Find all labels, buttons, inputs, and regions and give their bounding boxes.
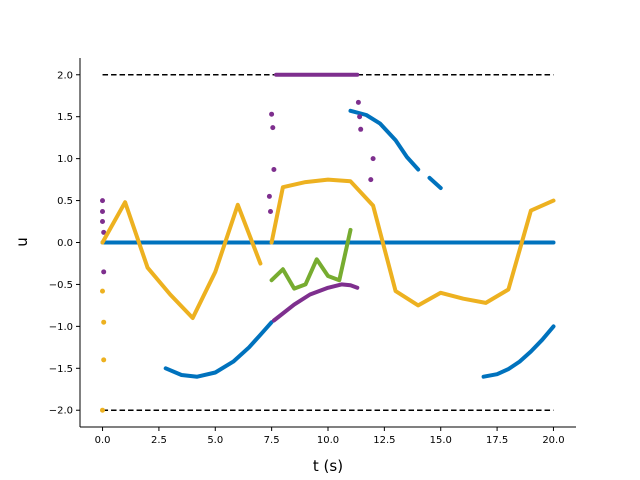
series-purple-point	[100, 209, 105, 214]
series-yellow-point	[101, 319, 107, 325]
series-blue-segment	[427, 175, 443, 190]
series-purple-point	[100, 198, 105, 204]
y-tick-label: 0.0	[57, 238, 73, 249]
series-yellow-point	[100, 288, 105, 294]
y-tick-label: −2.0	[49, 406, 73, 417]
y-ticks: −2.0 −1.5 −1.0 −0.5 0.0 0.5 1.0 1.5 2.0	[49, 70, 80, 417]
y-tick-label: 0.5	[57, 196, 73, 207]
series-purple-point	[101, 269, 107, 275]
series-purple-point	[368, 177, 374, 183]
series-blue-segment	[348, 108, 421, 172]
series-purple	[100, 72, 376, 323]
series-blue	[100, 108, 556, 379]
series-purple-point	[358, 126, 364, 132]
series-green	[269, 227, 353, 291]
series-blue-segment	[481, 324, 556, 379]
x-tick-label: 0.0	[95, 435, 111, 446]
series-purple-point	[268, 209, 273, 214]
series-purple-point	[269, 111, 275, 117]
series-yellow-segment	[269, 177, 556, 308]
series-purple-point	[357, 114, 363, 120]
series-yellow	[100, 177, 556, 413]
series-purple-point	[355, 99, 361, 105]
series-green-segment	[269, 227, 353, 291]
series-purple-point	[100, 219, 105, 224]
x-tick-label: 20.0	[542, 435, 564, 446]
series-purple-segment	[271, 282, 360, 323]
x-tick-label: 2.5	[151, 435, 167, 446]
series-yellow-point	[100, 407, 105, 413]
series-layer	[100, 72, 556, 413]
y-axis-label: u	[13, 237, 31, 247]
x-tick-label: 10.0	[317, 435, 339, 446]
x-tick-label: 5.0	[207, 435, 223, 446]
series-yellow-point	[101, 357, 107, 363]
x-tick-label: 12.5	[373, 435, 395, 446]
y-tick-label: −1.0	[49, 322, 73, 333]
y-tick-label: −1.5	[49, 364, 73, 375]
x-axis-label: t (s)	[313, 457, 343, 475]
x-tick-label: 17.5	[486, 435, 508, 446]
y-tick-label: 1.0	[57, 154, 73, 165]
y-tick-label: −0.5	[49, 280, 73, 291]
series-purple-point	[270, 125, 276, 131]
series-yellow-segment	[100, 200, 263, 320]
series-purple-point	[370, 156, 376, 162]
y-tick-label: 1.5	[57, 112, 73, 123]
series-blue-segment	[163, 320, 274, 379]
x-tick-label: 15.0	[430, 435, 452, 446]
x-ticks: 0.0 2.5 5.0 7.5 10.0 12.5 15.0 17.5 20.0	[95, 427, 565, 446]
y-tick-label: 2.0	[57, 70, 73, 81]
x-tick-label: 7.5	[264, 435, 280, 446]
series-purple-point	[271, 167, 277, 172]
series-purple-point	[101, 229, 107, 235]
series-purple-point	[266, 193, 272, 199]
